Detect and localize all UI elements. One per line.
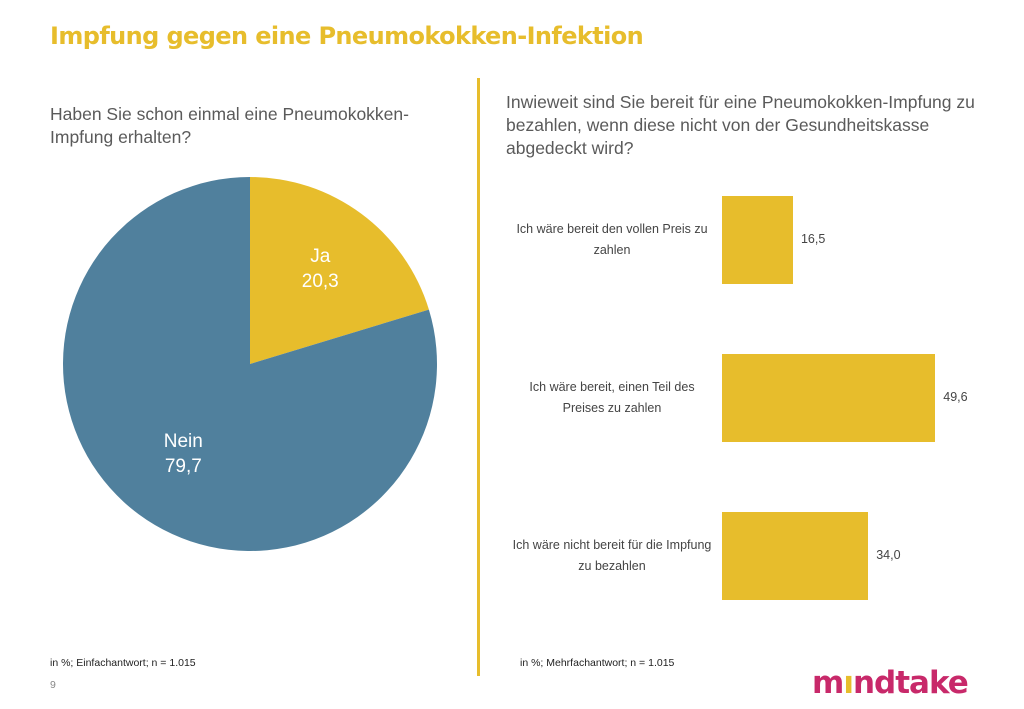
bar-value-label: 49,6 (943, 390, 968, 404)
bar-value-label: 34,0 (876, 548, 901, 562)
bar-category-label: Ich wäre bereit den vollen Preis zu zahl… (516, 222, 708, 257)
pie-label-nein-value: 79,7 (164, 455, 202, 477)
pie-slice-ja (250, 177, 429, 364)
pie-label-ja: Ja 20,3 (275, 244, 365, 294)
page-number: 9 (50, 679, 56, 691)
pie-note: in %; Einfachantwort; n = 1.015 (50, 657, 196, 669)
bar-3 (722, 512, 869, 600)
mindtake-logo: mındtake (812, 665, 969, 701)
pie-label-ja-category: Ja (310, 246, 331, 268)
bar-category-label: Ich wäre nicht bereit für die Impfung zu… (512, 538, 712, 573)
logo-part-2: ı (843, 665, 854, 701)
bar-note: in %; Mehrfachantwort; n = 1.015 (520, 657, 675, 669)
bar-category-label: Ich wäre bereit, einen Teil des Preises … (529, 380, 695, 415)
bar-2 (722, 354, 936, 442)
pie-label-nein: Nein 79,7 (138, 429, 228, 479)
pie-slice-nein (63, 177, 438, 551)
pie-label-ja-value: 20,3 (301, 271, 339, 293)
logo-part-3: ndtake (852, 665, 969, 701)
logo-part-1: m (812, 665, 844, 701)
page-title: Impfung gegen eine Pneumokokken-Infektio… (50, 22, 644, 50)
bar-1 (722, 196, 793, 284)
bar-question: Inwieweit sind Sie bereit für eine Pneum… (506, 92, 975, 158)
pie-question: Haben Sie schon einmal eine Pneumokokken… (50, 104, 409, 147)
panel-divider (477, 78, 480, 676)
pie-label-nein-category: Nein (163, 430, 203, 452)
bar-value-label: 16,5 (800, 232, 826, 246)
